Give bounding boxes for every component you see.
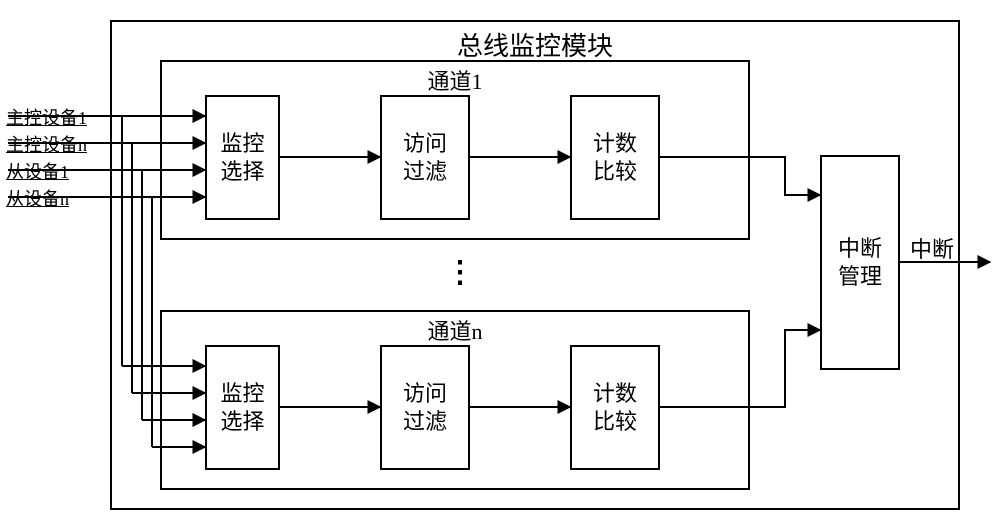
input-label-1: 主控设备n bbox=[6, 131, 87, 157]
input-label-0: 主控设备1 bbox=[6, 104, 87, 130]
block-count-1: 计数 比较 bbox=[570, 345, 660, 470]
block-sel-1: 监控 选择 bbox=[205, 345, 280, 470]
input-label-2: 从设备1 bbox=[6, 158, 69, 184]
channel-title-1: 通道n bbox=[395, 314, 515, 346]
block-filter-0: 访问 过滤 bbox=[380, 95, 470, 220]
block-sel-0: 监控 选择 bbox=[205, 95, 280, 220]
input-label-3: 从设备n bbox=[6, 185, 69, 211]
block-filter-1: 访问 过滤 bbox=[380, 345, 470, 470]
irq-output-label: 中断 bbox=[910, 232, 954, 264]
module-title: 总线监控模块 bbox=[425, 26, 645, 63]
channel-ellipsis: ⋮ bbox=[445, 255, 475, 290]
channel-title-0: 通道1 bbox=[395, 64, 515, 96]
irq-manager: 中断 管理 bbox=[820, 155, 900, 370]
block-count-0: 计数 比较 bbox=[570, 95, 660, 220]
